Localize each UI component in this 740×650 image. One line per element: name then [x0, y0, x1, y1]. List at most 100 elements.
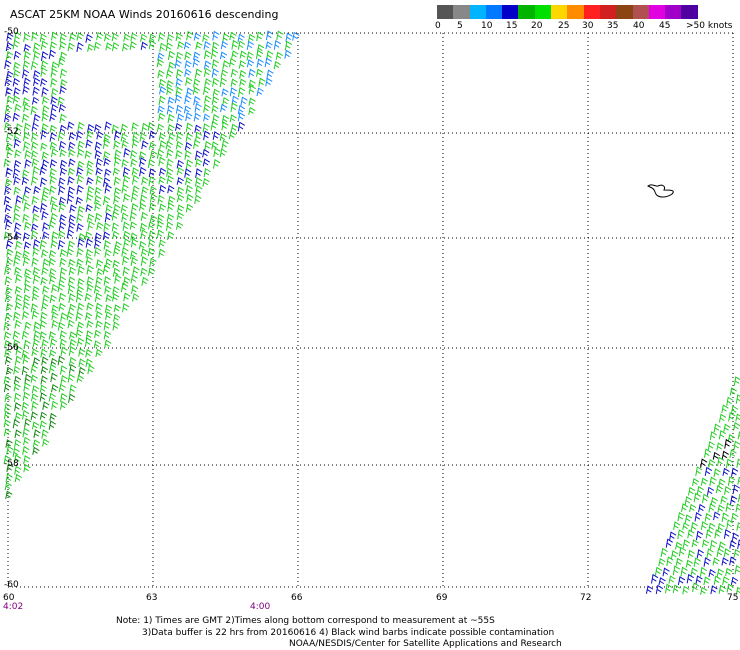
wind-barb: [724, 438, 732, 449]
wind-barb: [4, 113, 12, 123]
wind-barb: [30, 230, 39, 240]
wind-barb: [705, 529, 713, 539]
wind-barb: [203, 167, 211, 178]
wind-barb: [41, 249, 49, 258]
wind-barb: [156, 220, 164, 230]
wind-barb: [22, 256, 31, 266]
wind-barb: [105, 42, 113, 51]
wind-barb: [167, 96, 175, 105]
wind-barb: [93, 284, 102, 294]
wind-barb: [31, 223, 39, 232]
wind-barb: [48, 249, 57, 259]
wind-barb: [231, 39, 239, 50]
wind-barb: [40, 348, 48, 358]
wind-barb: [31, 293, 39, 302]
wind-barb: [167, 185, 175, 194]
wind-barb: [60, 312, 68, 322]
wind-barb: [5, 239, 14, 249]
wind-barb: [58, 383, 66, 393]
wind-barb: [192, 58, 200, 68]
wind-barb: [157, 105, 165, 114]
wind-barb: [202, 123, 210, 133]
lat-label: -52: [4, 127, 19, 137]
wind-barb: [50, 357, 58, 366]
wind-barb: [69, 32, 77, 42]
wind-barb: [33, 429, 41, 439]
wind-barb: [123, 147, 131, 158]
wind-barb: [93, 41, 102, 51]
wind-barb: [681, 503, 689, 512]
wind-barb: [122, 174, 131, 185]
wind-barb: [184, 168, 192, 178]
colorbar-swatch: [567, 5, 584, 19]
wind-barb: [4, 294, 13, 303]
wind-barb: [58, 103, 66, 113]
wind-barb: [202, 177, 210, 187]
wind-barb: [158, 156, 166, 167]
wind-barb: [23, 43, 31, 52]
wind-barb: [59, 248, 68, 258]
wind-barb: [41, 159, 49, 170]
wind-barb: [48, 258, 56, 267]
wind-barb: [78, 366, 86, 376]
wind-barb: [3, 428, 12, 437]
wind-barb: [40, 365, 48, 374]
wind-barb: [730, 405, 739, 415]
wind-barb: [13, 212, 21, 223]
wind-barb: [33, 185, 41, 195]
wind-barb: [22, 301, 30, 311]
wind-barb: [167, 124, 175, 133]
wind-barb: [87, 220, 95, 231]
wind-barb: [177, 41, 185, 50]
wind-barb: [123, 238, 131, 248]
wind-barb: [175, 68, 184, 79]
wind-barb: [39, 420, 47, 429]
wind-barb: [33, 42, 41, 53]
wind-barb: [24, 149, 32, 159]
wind-barb: [41, 151, 49, 160]
wind-barb: [75, 311, 83, 322]
wind-barb: [159, 42, 167, 52]
wind-barb: [680, 566, 688, 577]
wind-barb: [113, 187, 122, 196]
wind-barb: [3, 158, 11, 168]
wind-barb: [149, 214, 158, 223]
wind-barb: [67, 284, 75, 295]
wind-barb: [14, 285, 23, 294]
wind-barb: [32, 357, 40, 367]
wind-barb: [139, 194, 147, 205]
wind-barb: [39, 392, 47, 402]
wind-barb: [113, 176, 121, 186]
wind-barb: [94, 201, 102, 212]
wind-barb: [176, 211, 184, 221]
wind-barb: [42, 186, 50, 196]
wind-barb: [104, 248, 112, 258]
wind-barb: [132, 185, 140, 195]
colorbar-swatch: [551, 5, 568, 19]
wind-barb: [14, 473, 22, 483]
wind-barb: [248, 84, 256, 95]
wind-barb: [265, 41, 273, 50]
wind-barb: [76, 130, 84, 141]
wind-barb: [41, 356, 49, 366]
wind-barb: [41, 266, 49, 276]
wind-barb: [203, 49, 212, 60]
wind-barb: [85, 33, 93, 43]
wind-barb: [31, 31, 39, 42]
wind-barb: [5, 86, 13, 97]
wind-barb: [77, 265, 85, 276]
wind-barb: [246, 59, 255, 68]
wind-barb: [715, 485, 724, 494]
wind-barb: [50, 239, 58, 249]
colorbar-label: 30: [582, 21, 594, 31]
time-label: 4:00: [250, 602, 271, 612]
wind-barb: [156, 229, 165, 239]
wind-barb: [24, 418, 32, 428]
wind-barb: [57, 321, 66, 331]
wind-barb: [184, 51, 192, 61]
wind-barb: [203, 41, 211, 50]
colorbar-label: 35: [607, 21, 619, 31]
wind-barb: [40, 40, 49, 50]
wind-barb: [716, 442, 724, 451]
lon-label: 75: [727, 593, 739, 603]
